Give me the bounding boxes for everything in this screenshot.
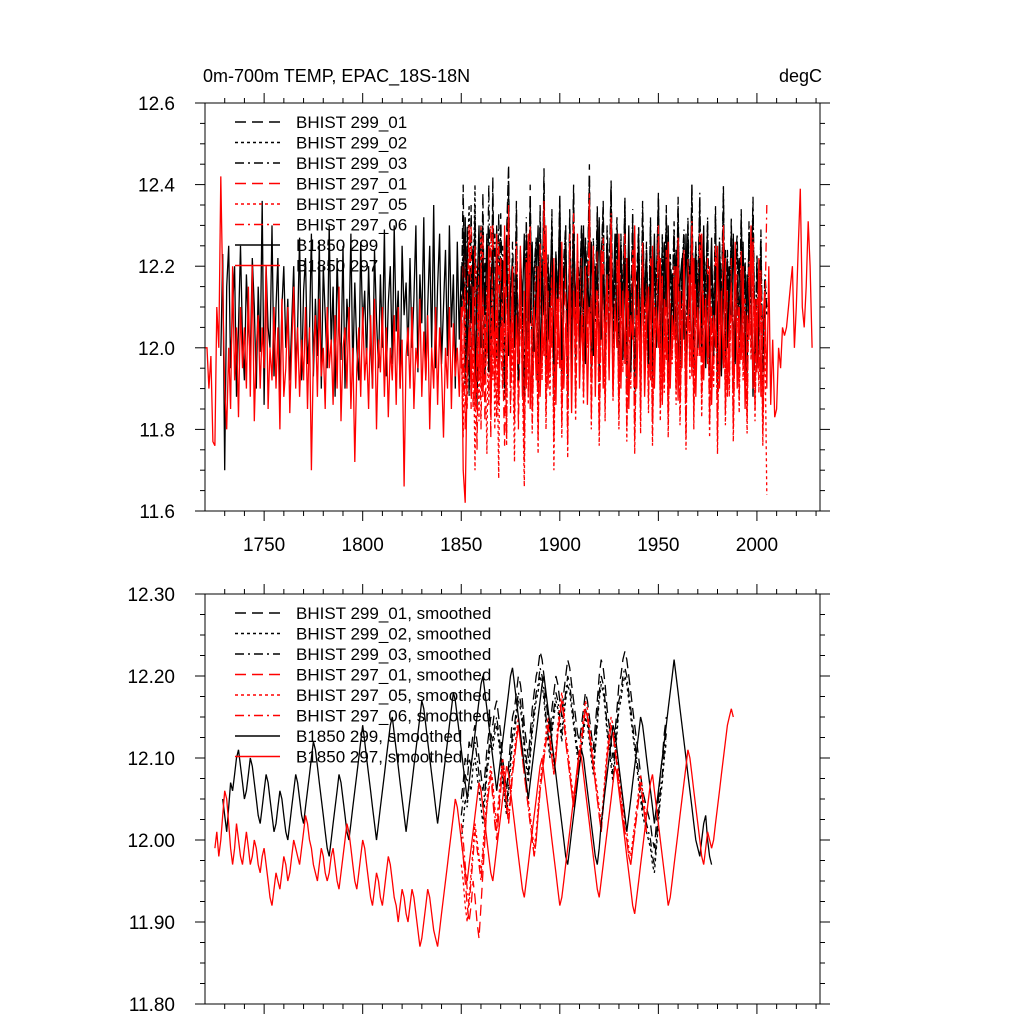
x-tick-label: 1850 [440, 535, 482, 556]
legend-entry: BHIST 297_06, smoothed [296, 707, 491, 726]
series-line-bhist-297-05 [460, 192, 768, 495]
legend-entry: BHIST 299_03, smoothed [296, 645, 491, 664]
legend-entry: B1850 299 [296, 236, 378, 255]
y-tick-label: 12.2 [138, 257, 175, 278]
x-tick-label: 2000 [736, 535, 778, 556]
y-tick-label: 12.6 [138, 94, 175, 115]
y-tick-label: 12.0 [138, 339, 175, 360]
top-series-layer [205, 164, 813, 503]
series-line-bhist-297-05-smoothed [460, 692, 648, 923]
legend-entry: BHIST 299_01, smoothed [296, 604, 491, 623]
x-tick-label: 1950 [637, 535, 679, 556]
series-line-b1850-297-smoothed [214, 708, 734, 947]
legend-entry: BHIST 297_06 [296, 216, 407, 235]
x-tick-label: 1800 [342, 535, 384, 556]
y-tick-label: 11.6 [139, 502, 175, 523]
legend-entry: B1850 297 [296, 257, 378, 276]
legend-entry: BHIST 297_01, smoothed [296, 666, 491, 685]
chart-title: 0m-700m TEMP, EPAC_18S-18N [203, 66, 470, 87]
y-tick-label: 12.30 [127, 585, 175, 606]
x-tick-label: 1750 [243, 535, 285, 556]
top-ticks: 1750 1800 1850 1900 1950 2000 11.6 11.8 12.0 12.2… [138, 93, 830, 556]
series-line-bhist-299-03-smoothed [460, 667, 667, 865]
legend-entry: BHIST 297_05 [296, 195, 407, 214]
legend-entry: BHIST 299_01 [296, 113, 407, 132]
bottom-legend: BHIST 299_01, smoothed BHIST 299_02, smoo… [235, 604, 491, 767]
bottom-panel: 11.80 11.90 12.00 12.10 12.20 12.30 BHIST 299… [127, 584, 830, 1016]
y-tick-label: 12.4 [138, 176, 175, 197]
y-tick-label: 11.8 [139, 420, 175, 441]
y-tick-label: 12.20 [127, 667, 175, 688]
legend-entry: B1850 299, smoothed [296, 727, 462, 746]
bottom-series-layer [214, 651, 734, 947]
y-tick-label: 11.90 [129, 913, 175, 934]
y-tick-label: 12.10 [127, 749, 175, 770]
legend-entry: BHIST 297_05, smoothed [296, 686, 491, 705]
y-tick-label: 11.80 [129, 995, 175, 1016]
legend-entry: B1850 297, smoothed [296, 748, 462, 767]
legend-entry: BHIST 299_03 [296, 154, 407, 173]
series-line-bhist-297-06-smoothed [460, 700, 648, 906]
y-tick-label: 12.00 [127, 831, 175, 852]
top-panel: 1750 1800 1850 1900 1950 2000 11.6 11.8 12.0 12.2… [138, 93, 830, 556]
legend-entry: BHIST 299_02, smoothed [296, 625, 491, 644]
units-label: degC [779, 66, 822, 86]
bottom-ticks: 11.80 11.90 12.00 12.10 12.20 12.30 [127, 584, 830, 1016]
legend-entry: BHIST 299_02 [296, 134, 407, 153]
series-line-b1850-297 [205, 176, 813, 503]
series-line-b1850-299-smoothed [222, 659, 713, 865]
legend-entry: BHIST 297_01 [296, 175, 407, 194]
series-line-bhist-299-01-smoothed [460, 651, 667, 849]
x-tick-label: 1900 [539, 535, 581, 556]
